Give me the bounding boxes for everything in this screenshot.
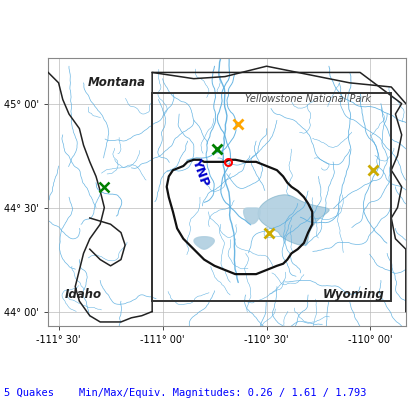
Bar [152, 93, 390, 301]
Text: Yellowstone National Park: Yellowstone National Park [245, 94, 370, 104]
Text: Montana: Montana [88, 76, 146, 89]
Text: Wyoming: Wyoming [322, 288, 384, 302]
Text: 5 Quakes    Min/Max/Equiv. Magnitudes: 0.26 / 1.61 / 1.793: 5 Quakes Min/Max/Equiv. Magnitudes: 0.26… [4, 388, 366, 398]
Polygon shape [243, 208, 260, 224]
Text: YNP: YNP [189, 157, 211, 188]
Polygon shape [193, 237, 214, 249]
Polygon shape [257, 195, 328, 245]
Text: Idaho: Idaho [65, 288, 102, 302]
